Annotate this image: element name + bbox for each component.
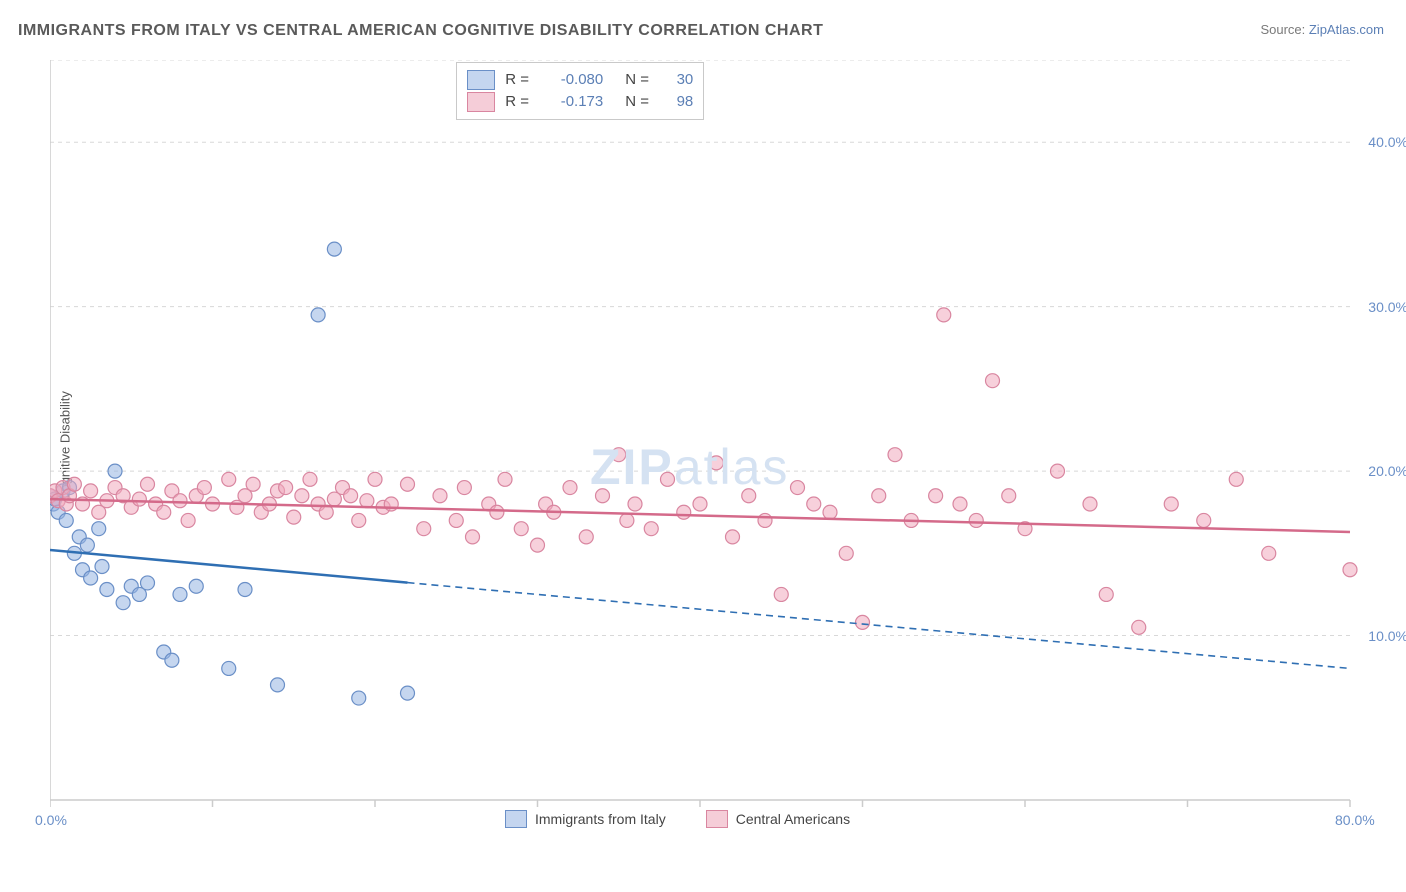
- series-legend-item: Central Americans: [706, 810, 850, 828]
- chart-container: IMMIGRANTS FROM ITALY VS CENTRAL AMERICA…: [0, 0, 1406, 892]
- legend-row: R =-0.080N =30: [467, 69, 693, 91]
- source-link[interactable]: ZipAtlas.com: [1309, 22, 1384, 37]
- legend-swatch: [467, 70, 495, 90]
- legend-row: R =-0.173N =98: [467, 91, 693, 113]
- legend-swatch: [706, 810, 728, 828]
- legend-correlation: R =-0.080N =30R =-0.173N =98: [456, 62, 704, 120]
- source-label: Source: ZipAtlas.com: [1260, 22, 1384, 37]
- chart-title: IMMIGRANTS FROM ITALY VS CENTRAL AMERICA…: [18, 22, 823, 40]
- series-legend-item: Immigrants from Italy: [505, 810, 666, 828]
- legend-swatch: [505, 810, 527, 828]
- legend-swatch: [467, 92, 495, 112]
- scatter-svg: [50, 60, 1370, 830]
- plot-area: ZIPatlas R =-0.080N =30R =-0.173N =98 Im…: [50, 60, 1370, 830]
- legend-series: Immigrants from Italy Central Americans: [505, 810, 850, 828]
